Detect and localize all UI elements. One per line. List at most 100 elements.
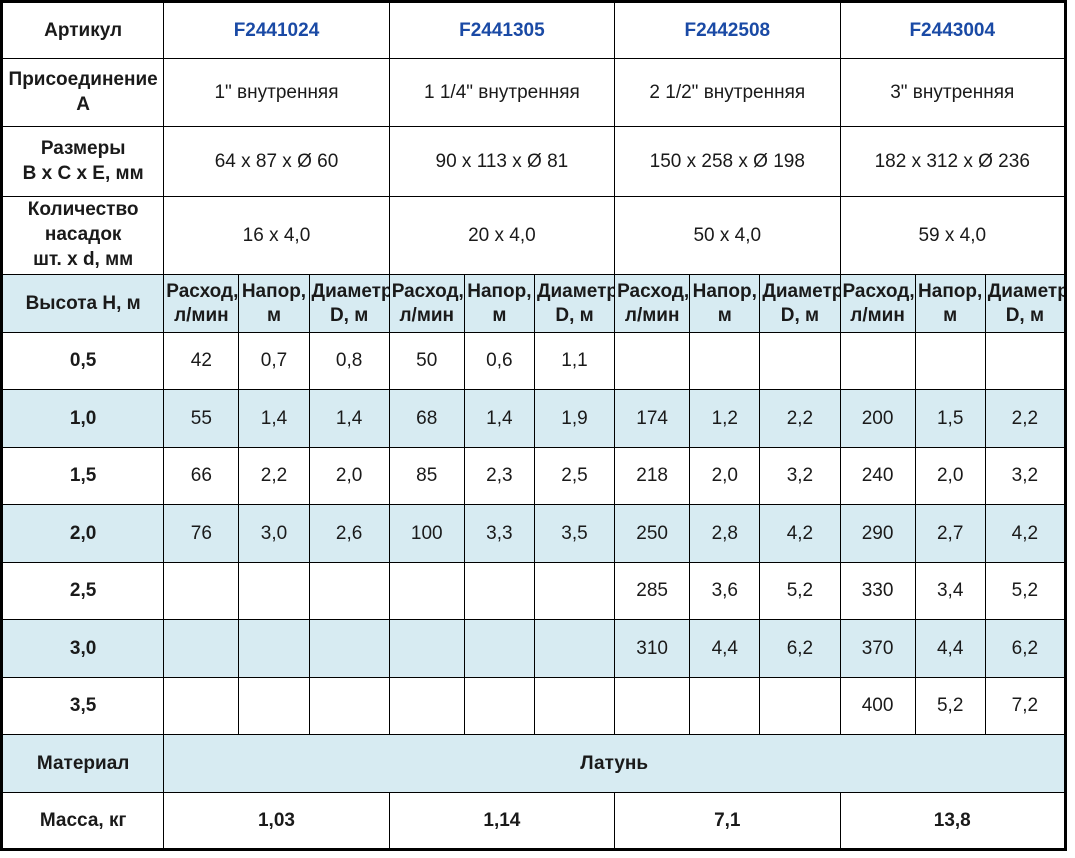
height-cell: 0,5: [0, 332, 165, 390]
data-cell: 3,0: [238, 504, 310, 563]
data-cell: 2,0: [689, 447, 761, 505]
table-row: 1,5 66 2,2 2,0 85 2,3 2,5 218 2,0 3,2 24…: [0, 447, 1067, 505]
data-cell: [984, 332, 1067, 390]
subheader-diameter: Диаметр,D, м: [533, 274, 616, 333]
subheader-diameter: Диаметр,D, м: [984, 274, 1067, 333]
data-cell: 4,4: [689, 619, 761, 678]
row-perf-header: Высота H, м Расход,л/мин Напор,м Диаметр…: [0, 274, 1067, 333]
article-number: F2441024: [163, 1, 390, 59]
data-cell: 2,6: [308, 504, 390, 563]
material-label: Материал: [0, 734, 165, 793]
mass-value: 1,03: [163, 792, 390, 850]
height-cell: 1,0: [0, 389, 165, 448]
row-mass: Масса, кг 1,03 1,14 7,1 13,8: [0, 792, 1066, 850]
nozzles-value: 20 x 4,0: [388, 196, 616, 275]
data-cell: 42: [163, 332, 240, 390]
data-cell: 1,4: [238, 389, 310, 448]
data-cell: 290: [839, 504, 916, 563]
data-cell: [388, 677, 465, 735]
data-cell: 7,2: [984, 677, 1067, 735]
data-cell: 2,0: [914, 447, 986, 505]
subheader-head: Напор, м: [238, 274, 310, 333]
data-cell: 0,6: [463, 332, 535, 390]
mass-label: Масса, кг: [0, 792, 165, 850]
subheader-diameter: Диаметр,D, м: [759, 274, 841, 333]
data-cell: [163, 562, 240, 620]
nozzles-value: 16 x 4,0: [163, 196, 390, 275]
data-cell: 3,6: [689, 562, 761, 620]
table-row: 2,5 285 3,6 5,2 330 3,4 5,2: [0, 562, 1067, 620]
mass-value: 7,1: [614, 792, 841, 850]
mass-value: 13,8: [839, 792, 1066, 850]
data-cell: 55: [163, 389, 240, 448]
height-cell: 2,5: [0, 562, 165, 620]
subheader-head: Напор, м: [463, 274, 535, 333]
article-number: F2443004: [839, 1, 1066, 59]
dimensions-value: 64 x 87 x Ø 60: [163, 126, 390, 197]
data-cell: [463, 562, 535, 620]
dimensions-value: 90 x 113 x Ø 81: [388, 126, 616, 197]
subheader-flow: Расход, л/мин: [614, 274, 691, 333]
row-nozzles: Количество насадок шт. x d, мм 16 x 4,0 …: [0, 196, 1066, 275]
connection-value: 1 1/4" внутренняя: [388, 58, 616, 127]
connection-label: Присоединение А: [0, 58, 165, 127]
data-cell: 0,8: [308, 332, 390, 390]
data-cell: 0,7: [238, 332, 310, 390]
data-cell: 218: [614, 447, 691, 505]
table-row: 0,5 42 0,7 0,8 50 0,6 1,1: [0, 332, 1067, 390]
data-cell: 3,3: [463, 504, 535, 563]
data-cell: 3,2: [984, 447, 1067, 505]
data-cell: 174: [614, 389, 691, 448]
data-cell: 66: [163, 447, 240, 505]
data-cell: 2,2: [238, 447, 310, 505]
data-cell: 4,2: [984, 504, 1067, 563]
data-cell: 2,0: [308, 447, 390, 505]
data-cell: 2,7: [914, 504, 986, 563]
row-dimensions: Размеры B x C x E, мм 64 x 87 x Ø 60 90 …: [0, 126, 1066, 197]
data-cell: [614, 677, 691, 735]
material-value: Латунь: [163, 734, 1066, 793]
data-cell: 85: [388, 447, 465, 505]
data-cell: 68: [388, 389, 465, 448]
data-cell: 1,1: [533, 332, 616, 390]
data-cell: 6,2: [759, 619, 841, 678]
data-cell: [614, 332, 691, 390]
nozzles-label: Количество насадок шт. x d, мм: [0, 196, 165, 275]
data-cell: 100: [388, 504, 465, 563]
data-cell: [689, 332, 761, 390]
data-cell: 3,4: [914, 562, 986, 620]
data-cell: 250: [614, 504, 691, 563]
article-number: F2442508: [614, 1, 841, 59]
data-cell: 400: [839, 677, 916, 735]
data-cell: 2,5: [533, 447, 616, 505]
data-cell: 1,2: [689, 389, 761, 448]
data-cell: 2,2: [759, 389, 841, 448]
data-cell: [388, 562, 465, 620]
data-cell: [839, 332, 916, 390]
data-cell: [533, 619, 616, 678]
data-cell: [914, 332, 986, 390]
data-cell: [163, 677, 240, 735]
height-cell: 1,5: [0, 447, 165, 505]
article-label: Артикул: [0, 1, 165, 59]
dimensions-label: Размеры B x C x E, мм: [0, 126, 165, 197]
data-cell: [308, 619, 390, 678]
data-cell: [463, 677, 535, 735]
table-row: 1,0 55 1,4 1,4 68 1,4 1,9 174 1,2 2,2 20…: [0, 389, 1067, 448]
data-cell: [238, 619, 310, 678]
subheader-flow: Расход, л/мин: [163, 274, 240, 333]
data-cell: [759, 332, 841, 390]
data-cell: 2,8: [689, 504, 761, 563]
article-number: F2441305: [388, 1, 616, 59]
height-cell: 2,0: [0, 504, 165, 563]
height-cell: 3,5: [0, 677, 165, 735]
data-cell: 1,4: [308, 389, 390, 448]
row-connection: Присоединение А 1" внутренняя 1 1/4" вну…: [0, 58, 1066, 127]
nozzles-value: 59 x 4,0: [839, 196, 1066, 275]
subheader-head: Напор, м: [689, 274, 761, 333]
height-header: Высота H, м: [0, 274, 165, 333]
data-cell: [533, 562, 616, 620]
data-cell: 5,2: [759, 562, 841, 620]
data-cell: 240: [839, 447, 916, 505]
data-cell: 1,9: [533, 389, 616, 448]
